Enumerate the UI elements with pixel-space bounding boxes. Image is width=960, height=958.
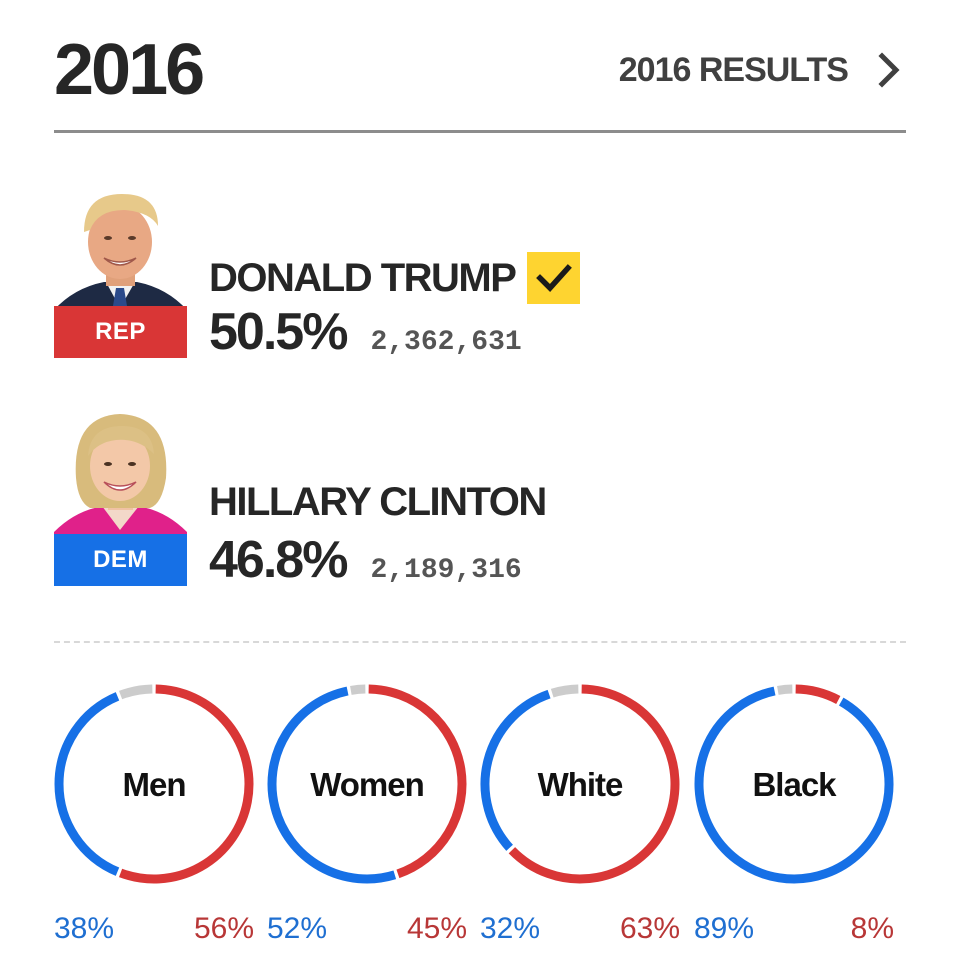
candidate-stats: 50.5% 2,362,631 [209, 302, 522, 362]
other-arc [118, 684, 153, 700]
candidate-votes: 2,362,631 [370, 327, 522, 358]
dem-percent: 89% [694, 912, 755, 945]
candidate-name: DONALD TRUMP [209, 255, 517, 300]
rep-percent: 45% [406, 912, 467, 945]
results-header: 2016 2016 RESULTS [54, 30, 906, 133]
demographic-label: Women [310, 766, 425, 803]
demographic-group: Black 89% 8% [694, 684, 894, 949]
dem-percent: 38% [54, 912, 115, 945]
demographic-ring [694, 684, 894, 884]
rep-arc [795, 684, 841, 704]
rep-arc [119, 684, 254, 884]
candidate-name: HILLARY CLINTON [209, 480, 547, 524]
rep-arc [508, 684, 680, 884]
dem-arc [480, 689, 551, 851]
section-divider [54, 641, 906, 643]
candidate-portrait: REP [54, 180, 187, 358]
demographic-ring [54, 684, 254, 884]
candidate-stats: 46.8% 2,189,316 [209, 530, 522, 590]
rep-percent: 63% [619, 912, 680, 945]
candidate-percent: 50.5% [209, 303, 348, 361]
demographic-group: White 32% 63% [480, 684, 680, 949]
checkmark-icon [527, 252, 581, 304]
demographic-label: Black [752, 766, 836, 803]
results-link-label: 2016 RESULTS [618, 50, 849, 89]
dem-percent: 32% [480, 912, 541, 945]
year-title: 2016 [54, 30, 205, 110]
dem-arc [54, 692, 120, 876]
dem-arc [694, 686, 894, 884]
demographic-label: Men [122, 766, 187, 803]
party-badge: DEM [54, 534, 187, 586]
demographic-ring [480, 684, 680, 884]
rep-percent: 8% [850, 912, 894, 945]
rep-percent: 56% [193, 912, 254, 945]
candidate-votes: 2,189,316 [370, 555, 522, 586]
dem-percent: 52% [267, 912, 328, 945]
party-badge: REP [54, 306, 187, 358]
demographic-ring [267, 684, 467, 884]
candidate-name-row: DONALD TRUMP [209, 252, 581, 304]
other-arc [550, 684, 579, 698]
rep-arc [368, 684, 467, 879]
demographic-group: Men 38% 56% [54, 684, 254, 949]
candidate-name-row: HILLARY CLINTON [209, 480, 547, 525]
candidate-percent: 46.8% [209, 531, 348, 589]
other-arc [350, 684, 366, 695]
demographics-row: Men 38% 56% Women 52% 45% White 32% 63% … [54, 684, 906, 954]
results-link[interactable]: 2016 RESULTS [619, 50, 906, 90]
other-arc [777, 684, 793, 695]
demographic-label: White [537, 766, 624, 803]
chevron-right-icon [874, 50, 904, 90]
demographic-group: Women 52% 45% [267, 684, 467, 949]
candidate-row: REP DONALD TRUMP 50.5% 2,362,631 [54, 180, 906, 362]
candidate-portrait: DEM [54, 408, 187, 586]
candidate-row: DEM HILLARY CLINTON 46.8% 2,189,316 [54, 408, 906, 590]
dem-arc [267, 686, 397, 884]
